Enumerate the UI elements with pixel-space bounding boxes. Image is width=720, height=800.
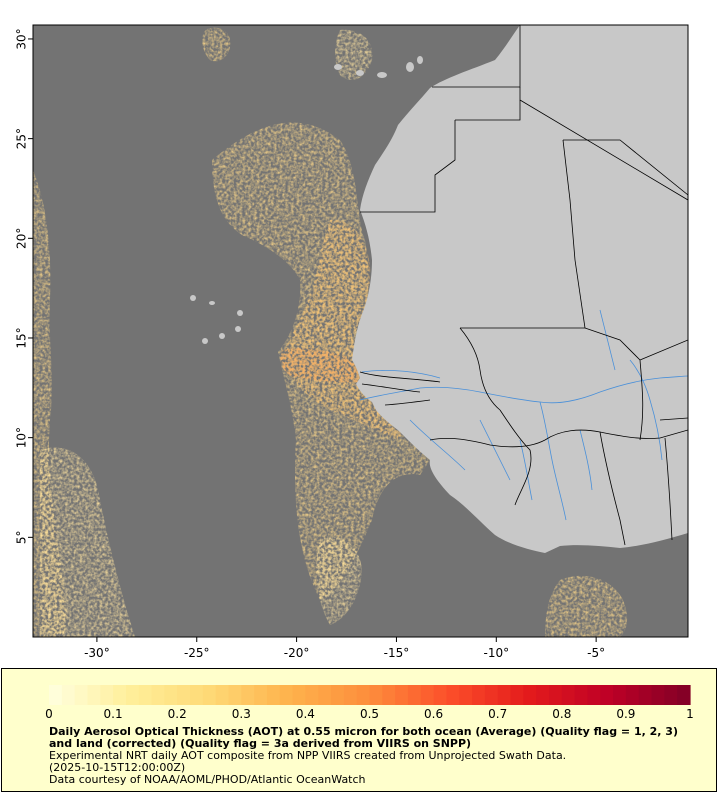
aot-south-patch (545, 575, 628, 637)
aot-south-fragments (316, 536, 362, 625)
colorbar-cell (510, 685, 524, 705)
colorbar-cell (49, 685, 63, 705)
canary-islands (334, 56, 423, 78)
colorbar: 0 0.1 0.2 0.3 0.4 0.5 0.6 0.7 0.8 0.9 1 (45, 685, 694, 721)
colorbar-cell (459, 685, 473, 705)
colorbar-cell (113, 685, 127, 705)
x-tick-label: -10° (483, 646, 509, 660)
colorbar-cell (587, 685, 601, 705)
colorbar-cell (664, 685, 678, 705)
colorbar-tick-label: 0.6 (424, 707, 443, 721)
colorbar-cell (215, 685, 230, 705)
x-tick-label: -5° (587, 646, 605, 660)
colorbar-cell (61, 685, 76, 705)
colorbar-cell (407, 685, 422, 705)
y-tick-label: 30° (15, 28, 29, 49)
legend-title: Daily Aerosol Optical Thickness (AOT) at… (49, 725, 678, 750)
colorbar-cell (228, 685, 242, 705)
colorbar-cell (74, 685, 89, 705)
colorbar-cell (343, 685, 358, 705)
aot-high-band (280, 347, 359, 383)
colorbar-cell (266, 685, 281, 705)
y-tick-label: 15° (15, 327, 29, 348)
plot-frame (32, 24, 689, 638)
colorbar-cell (472, 685, 486, 705)
colorbar-tick-label: 0.3 (232, 707, 251, 721)
rivers (359, 309, 688, 521)
legend-line-date: (2025-10-15T12:00:00Z) (49, 761, 186, 774)
colorbar-cell (177, 685, 191, 705)
colorbar-tick-label: 0.1 (104, 707, 123, 721)
y-tick-label: 10° (15, 427, 29, 448)
cape-verde-islands (190, 295, 243, 344)
colorbar-cell (536, 685, 550, 705)
colorbar-tick-label: 0.7 (488, 707, 507, 721)
legend-panel: 0 0.1 0.2 0.3 0.4 0.5 0.6 0.7 0.8 0.9 1 Daily Aero… (1, 668, 717, 792)
colorbar-cell (305, 685, 319, 705)
colorbar-cell (395, 685, 409, 705)
map-figure: -30° -25° -20° -15° -10° -5° 5° 10° 15° 20° 25° 30… (15, 24, 689, 660)
x-tick-label: -15° (384, 646, 410, 660)
x-axis: -30° -25° -20° -15° -10° -5° (84, 637, 605, 660)
colorbar-cell (382, 685, 396, 705)
x-tick-label: -30° (84, 646, 110, 660)
colorbar-cell (484, 685, 499, 705)
y-tick-label: 5° (15, 531, 29, 545)
colorbar-cell (651, 685, 665, 705)
colorbar-cell (331, 685, 345, 705)
colorbar-cell (369, 685, 383, 705)
x-tick-label: -20° (284, 646, 310, 660)
colorbar-tick-label: 0 (45, 707, 53, 721)
colorbar-tick-label: 0.4 (296, 707, 315, 721)
plot-area (33, 25, 688, 637)
colorbar-cell (279, 685, 294, 705)
colorbar-cell (433, 685, 448, 705)
y-tick-label: 25° (15, 128, 29, 149)
aot-north-fragments (335, 29, 373, 80)
colorbar-cell (574, 685, 589, 705)
colorbar-tick-label: 0.8 (552, 707, 571, 721)
legend-line-credit: Data courtesy of NOAA/AOML/PHOD/Atlantic… (49, 773, 366, 786)
colorbar-cell (125, 685, 140, 705)
colorbar-cell (677, 685, 691, 705)
colorbar-cell (497, 685, 512, 705)
colorbar-cell (164, 685, 178, 705)
y-tick-label: 20° (15, 228, 29, 249)
colorbar-cells (49, 685, 691, 705)
country-borders (359, 25, 688, 546)
colorbar-cell (420, 685, 435, 705)
colorbar-cell (292, 685, 306, 705)
colorbar-tick-label: 0.2 (168, 707, 187, 721)
colorbar-cell (523, 685, 537, 705)
colorbar-cell (446, 685, 460, 705)
aot-southwest-patch (40, 447, 135, 637)
colorbar-cell (87, 685, 101, 705)
colorbar-cell (190, 685, 204, 705)
x-tick-label: -25° (184, 646, 210, 660)
colorbar-cell (202, 685, 217, 705)
colorbar-tick-label: 1 (686, 707, 694, 721)
colorbar-tick-label: 0.5 (360, 707, 379, 721)
colorbar-cell (100, 685, 114, 705)
aot-north-patch (202, 27, 231, 62)
colorbar-cell (561, 685, 576, 705)
colorbar-cell (241, 685, 255, 705)
colorbar-cell (356, 685, 371, 705)
land-africa (352, 25, 688, 553)
colorbar-cell (151, 685, 165, 705)
aot-field (33, 27, 628, 637)
colorbar-cell (138, 685, 153, 705)
colorbar-cell (600, 685, 614, 705)
colorbar-cell (318, 685, 332, 705)
colorbar-cell (254, 685, 268, 705)
legend-line-source: Experimental NRT daily AOT composite fro… (49, 749, 567, 762)
colorbar-ticks: 0 0.1 0.2 0.3 0.4 0.5 0.6 0.7 0.8 0.9 1 (45, 707, 694, 721)
colorbar-cell (625, 685, 640, 705)
y-axis: 5° 10° 15° 20° 25° 30° (15, 28, 33, 545)
colorbar-cell (613, 685, 627, 705)
colorbar-tick-label: 0.9 (616, 707, 635, 721)
colorbar-cell (638, 685, 653, 705)
colorbar-cell (548, 685, 563, 705)
legend-text: Daily Aerosol Optical Thickness (AOT) at… (49, 726, 689, 786)
